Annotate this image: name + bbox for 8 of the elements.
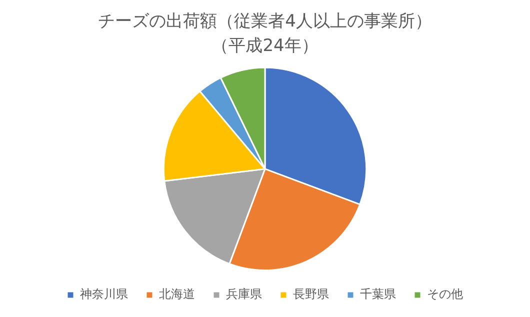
- legend-label: 千葉県: [360, 287, 396, 302]
- legend-label: 北海道: [159, 287, 195, 302]
- chart-subtitle: （平成24年）: [212, 36, 318, 56]
- legend-label: 兵庫県: [226, 287, 262, 302]
- legend-label: 長野県: [293, 287, 329, 302]
- legend-label: 神奈川県: [80, 287, 128, 302]
- chart-title: チーズの出荷額（従業者4人以上の事業所）: [98, 12, 432, 32]
- legend-label: その他: [427, 287, 463, 302]
